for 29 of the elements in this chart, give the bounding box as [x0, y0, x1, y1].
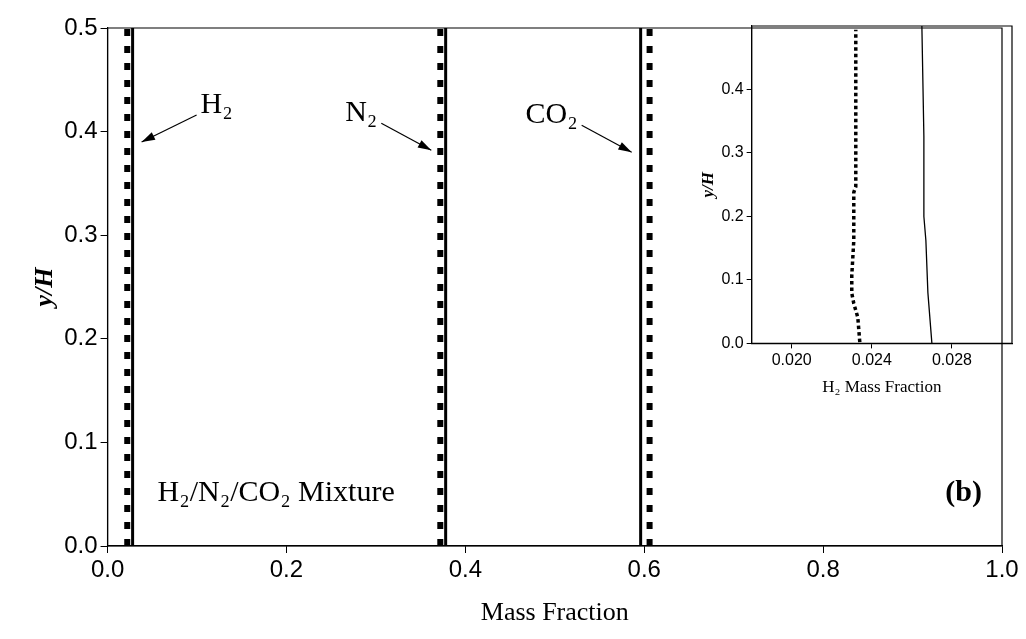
y-tick-label: 0.4 — [721, 79, 744, 97]
annotation: N₂ — [345, 94, 378, 128]
annotation: (b) — [945, 474, 982, 508]
x-axis-title: Mass Fraction — [480, 597, 629, 627]
x-tick-label: 1.0 — [985, 555, 1019, 583]
y-tick-label: 0.1 — [721, 270, 744, 288]
y-tick-label: 0.4 — [64, 116, 98, 144]
x-tick-label: 0.2 — [269, 555, 304, 583]
annotation: CO₂ — [525, 96, 578, 130]
x-tick-label: 0.020 — [771, 351, 812, 369]
x-tick-label: 0.6 — [627, 555, 661, 583]
x-tick-label: 0.024 — [851, 351, 892, 369]
annotation: H₂ — [200, 85, 233, 119]
y-axis-title: y/H — [697, 171, 717, 200]
y-tick-label: 0.2 — [721, 206, 744, 224]
y-tick-label: 0.5 — [64, 12, 98, 40]
y-tick-label: 0.1 — [64, 427, 98, 455]
y-axis-title: y/H — [29, 266, 59, 310]
y-tick-label: 0.0 — [721, 333, 744, 351]
y-tick-label: 0.0 — [64, 530, 98, 558]
x-tick-label: 0.8 — [806, 555, 840, 583]
x-tick-label: 0.0 — [90, 555, 125, 583]
y-tick-label: 0.3 — [64, 219, 98, 247]
x-tick-label: 0.028 — [931, 351, 973, 369]
y-tick-label: 0.2 — [64, 323, 98, 351]
x-tick-label: 0.4 — [448, 555, 483, 583]
x-axis-title: H₂ Mass Fraction — [822, 377, 942, 397]
annotation: H₂/N₂/CO₂ Mixture — [157, 474, 395, 507]
y-tick-label: 0.3 — [721, 143, 744, 161]
